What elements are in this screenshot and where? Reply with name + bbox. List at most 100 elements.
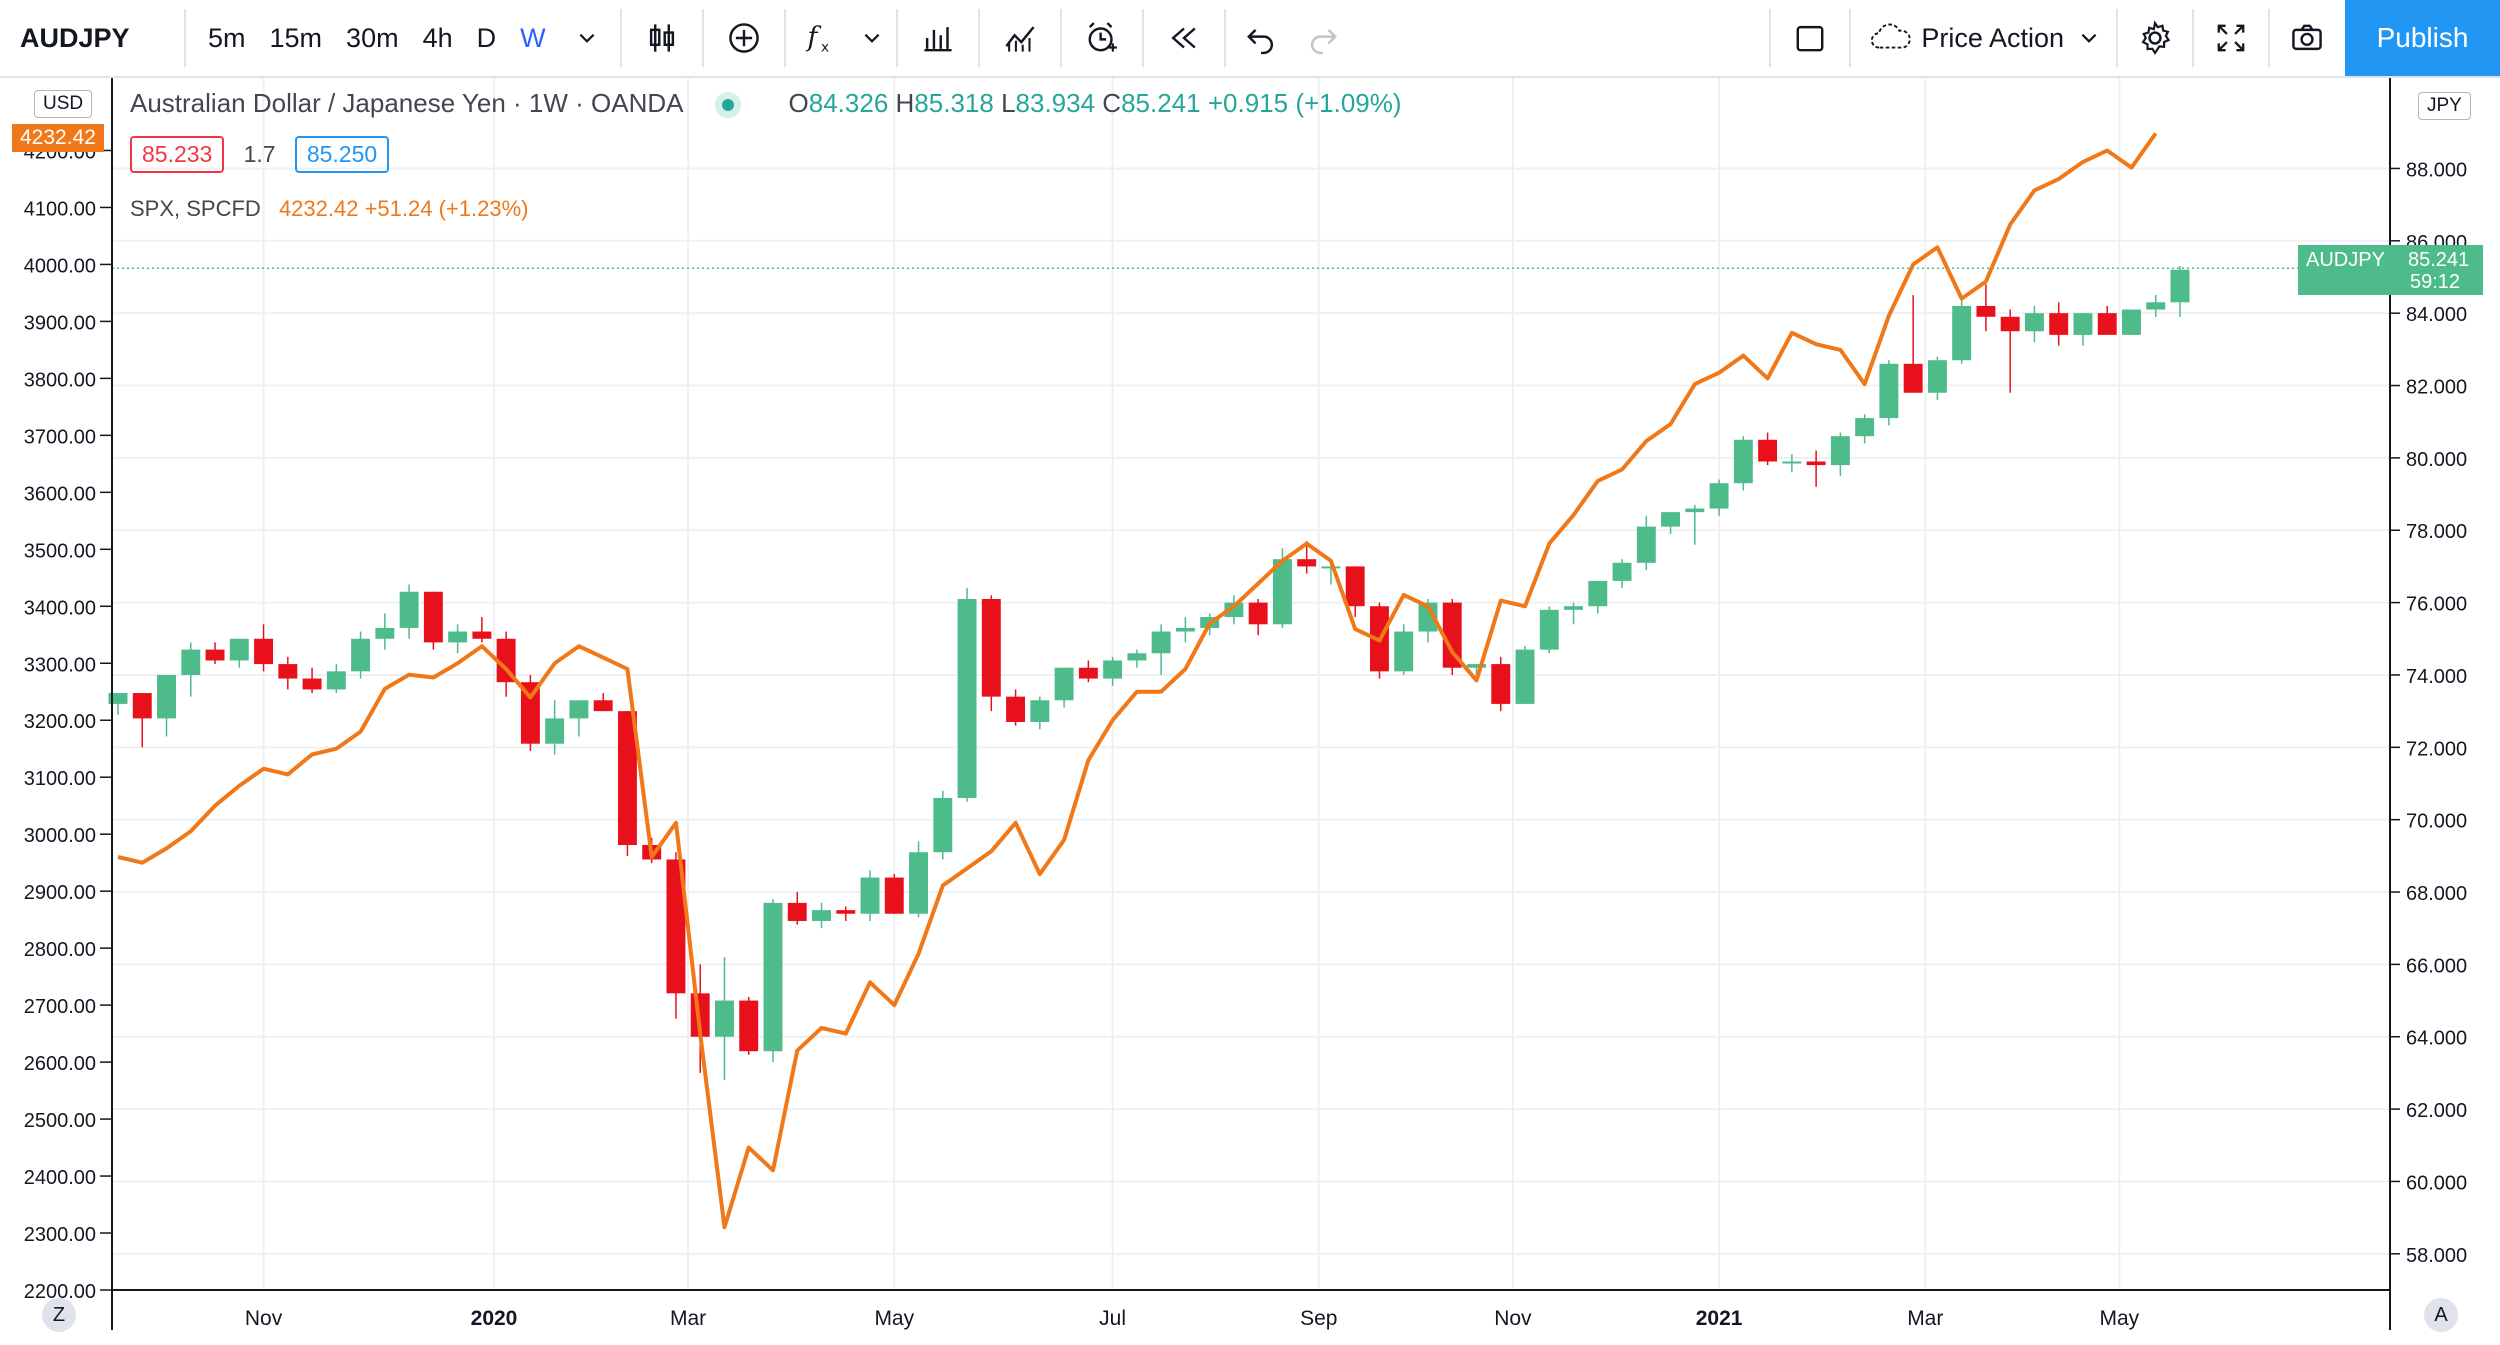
- candle-body: [2146, 302, 2166, 310]
- candle-body: [1175, 627, 1195, 632]
- candle-body: [909, 852, 929, 914]
- time-tick-label: May: [874, 1307, 914, 1330]
- left-tick-label: 4100.00: [24, 198, 96, 220]
- interval-dropdown-button[interactable]: [558, 9, 616, 67]
- snapshot-button[interactable]: [2274, 9, 2340, 67]
- right-tick-label: 74.000: [2406, 666, 2467, 688]
- candle-body: [545, 718, 565, 744]
- candle-body: [1588, 580, 1608, 607]
- template-selector[interactable]: Price Action: [1855, 9, 2112, 67]
- chevron-down-icon: [2081, 33, 2097, 43]
- candle-body: [1054, 667, 1074, 701]
- symbol-description[interactable]: Australian Dollar / Japanese Yen · 1W · …: [130, 88, 683, 118]
- left-tick-label: 2300.00: [24, 1224, 96, 1246]
- candle-body: [108, 693, 128, 704]
- audjpy-last-price-tag: AUDJPY 85.241 59:12: [2298, 245, 2483, 295]
- candle-body: [1467, 664, 1486, 668]
- left-tick-label: 3500.00: [24, 540, 96, 562]
- last-price-value: 85.241: [2408, 249, 2470, 271]
- left-currency-badge[interactable]: USD: [34, 90, 93, 118]
- left-price-scale[interactable]: 4200.004100.004000.003900.003800.003700.…: [24, 78, 113, 1330]
- right-tick-label: 82.000: [2406, 377, 2467, 399]
- ohlc-values: O84.326 H85.318 L83.934 C85.241 +0.915 (…: [789, 88, 1402, 118]
- left-tick-label: 2400.00: [24, 1167, 96, 1189]
- time-tick-label: May: [2100, 1307, 2140, 1330]
- candle-body: [1345, 566, 1365, 607]
- financials-button[interactable]: [902, 9, 974, 67]
- interval-15m[interactable]: 15m: [269, 22, 323, 53]
- candle-body: [569, 700, 589, 719]
- replay-button[interactable]: [1148, 9, 1220, 67]
- candle-body: [1006, 696, 1026, 722]
- right-price-scale[interactable]: 88.00086.00084.00082.00080.00078.00076.0…: [2389, 78, 2467, 1330]
- right-tick-label: 64.000: [2406, 1028, 2467, 1050]
- candle-body: [1927, 360, 1947, 393]
- change-value: +0.915 (+1.09%): [1207, 88, 1402, 118]
- right-tick-label: 78.000: [2406, 521, 2467, 543]
- candle-body: [205, 649, 225, 661]
- camera-icon: [2292, 24, 2322, 51]
- open-value: 84.326: [808, 88, 889, 118]
- right-tick-label: 62.000: [2406, 1100, 2467, 1122]
- interval-d[interactable]: D: [476, 22, 497, 53]
- indicators-dropdown-button[interactable]: [852, 9, 892, 67]
- interval-5m[interactable]: 5m: [208, 22, 246, 53]
- svg-text:f: f: [805, 22, 822, 53]
- candle-body: [1539, 609, 1559, 650]
- candle-body: [472, 631, 492, 639]
- left-tick-label: 2700.00: [24, 996, 96, 1018]
- interval-4h[interactable]: 4h: [422, 22, 453, 53]
- right-tick-label: 84.000: [2406, 304, 2467, 326]
- symbol-search-button[interactable]: AUDJPY: [20, 22, 130, 53]
- right-tick-label: 60.000: [2406, 1172, 2467, 1194]
- compare-symbol-button[interactable]: [708, 9, 780, 67]
- candles-icon: [649, 24, 674, 52]
- candle-body: [1879, 363, 1899, 419]
- layout-button[interactable]: [1775, 9, 1845, 67]
- candle-body: [884, 877, 904, 914]
- left-tick-label: 3100.00: [24, 768, 96, 790]
- settings-button[interactable]: [2122, 9, 2188, 67]
- redo-button[interactable]: [1292, 9, 1354, 67]
- candle-body: [617, 711, 637, 845]
- fullscreen-icon: [2217, 24, 2245, 52]
- toolbar-divider: [701, 9, 704, 67]
- candle-body: [1151, 631, 1171, 654]
- indicator-template-icon: [1005, 26, 1035, 52]
- candle-body: [787, 902, 807, 921]
- buy-price-box[interactable]: 85.250: [294, 136, 390, 173]
- sell-price-box[interactable]: 85.233: [130, 136, 225, 173]
- candle-body: [1564, 606, 1583, 610]
- left-tick-label: 3900.00: [24, 312, 96, 334]
- bar-style-button[interactable]: [626, 9, 698, 67]
- right-tick-label: 80.000: [2406, 449, 2467, 471]
- alert-button[interactable]: [1066, 9, 1138, 67]
- auto-scale-right-button[interactable]: A: [2424, 1298, 2458, 1332]
- price-chart[interactable]: 4200.004100.004000.003900.003800.003700.…: [0, 78, 2500, 1345]
- spx-line: [117, 132, 2158, 1230]
- bar-countdown: 59:12: [2410, 271, 2461, 293]
- auto-scale-left-button[interactable]: Z: [42, 1298, 76, 1332]
- interval-30m[interactable]: 30m: [346, 22, 399, 53]
- candle-body: [351, 638, 371, 672]
- compare-symbol[interactable]: SPX, SPCFD: [130, 196, 261, 221]
- templates-button[interactable]: [984, 9, 1056, 67]
- toolbar-divider: [184, 9, 186, 67]
- interval-w[interactable]: W: [520, 22, 546, 53]
- candle-body: [1442, 602, 1462, 668]
- publish-button[interactable]: Publish: [2345, 0, 2500, 76]
- left-tick-label: 2600.00: [24, 1053, 96, 1075]
- toolbar-divider: [783, 9, 786, 67]
- svg-text:x: x: [821, 40, 829, 56]
- candle-body: [1248, 602, 1268, 625]
- left-tick-label: 3200.00: [24, 711, 96, 733]
- fullscreen-button[interactable]: [2198, 9, 2264, 67]
- undo-button[interactable]: [1230, 9, 1292, 67]
- time-scale[interactable]: Nov 2020 Mar May Jul Sep Nov 2021 Mar May: [112, 1289, 2390, 1330]
- square-layout-icon: [1796, 25, 1824, 52]
- right-currency-badge[interactable]: JPY: [2418, 92, 2471, 120]
- right-tick-label: 68.000: [2406, 883, 2467, 905]
- candle-body: [181, 649, 201, 675]
- candle-body: [957, 598, 977, 798]
